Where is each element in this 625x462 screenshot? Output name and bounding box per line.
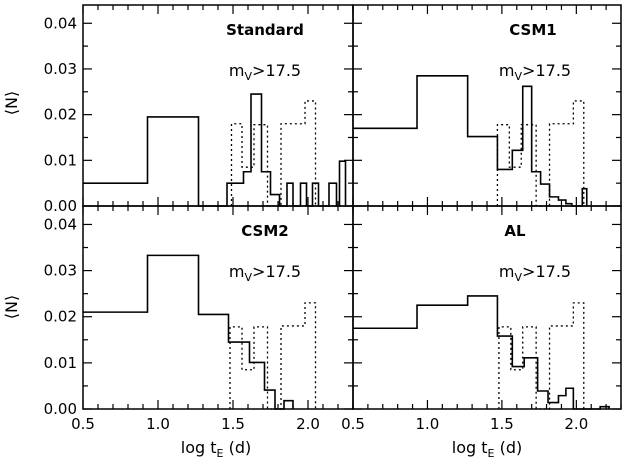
ylabel-top: ⟨N⟩ [2, 91, 21, 115]
y-tick-label: 0.00 [44, 400, 77, 418]
y-tick-label: 0.02 [44, 106, 77, 124]
x-tick-label: 1.5 [221, 415, 245, 433]
x-tick-label: 1.0 [416, 415, 440, 433]
panels-group: 0.00 0.01 0.02 0.03 0.04 Standard mV>17.5 CSM1 m… [44, 4, 622, 433]
panel-frame [82, 4, 354, 207]
solid-histogram [353, 75, 588, 207]
y-tick-label: 0.01 [44, 354, 77, 372]
y-tick-label: 0.04 [44, 14, 77, 32]
panel-frame [352, 205, 622, 410]
dotted-histogram [496, 100, 585, 207]
panel-csm1: CSM1 mV>17.5 [352, 4, 622, 207]
y-tick-label: 0.02 [44, 308, 77, 326]
solid-histogram [353, 295, 610, 410]
panel-condition: mV>17.5 [229, 61, 301, 83]
x-tick-label: 2.0 [296, 415, 320, 433]
xlabel-left: log tE (d) [181, 438, 251, 460]
xlabel-right: log tE (d) [452, 438, 522, 460]
y-tick-label: 0.01 [44, 151, 77, 169]
panel-frame [82, 205, 354, 410]
y-tick-label: 0.00 [44, 197, 77, 215]
x-tick-label: 2.0 [564, 415, 588, 433]
panel-frame [352, 4, 622, 207]
panel-condition: mV>17.5 [499, 262, 571, 284]
panel-al: 0.5 1.0 1.5 2.0 AL mV>17.5 [341, 205, 622, 433]
x-tick-label: 0.5 [71, 415, 95, 433]
ylabel-bottom: ⟨N⟩ [2, 295, 21, 319]
solid-histogram [83, 254, 294, 410]
y-tick-label: 0.03 [44, 60, 77, 78]
panel-title: CSM2 [241, 222, 288, 240]
panel-condition: mV>17.5 [499, 61, 571, 83]
solid-histogram [83, 93, 347, 207]
panel-title: Standard [226, 21, 304, 39]
dotted-histogram [230, 100, 317, 207]
panel-title: AL [504, 222, 526, 240]
x-tick-label: 0.5 [341, 415, 365, 433]
x-tick-label: 1.0 [146, 415, 170, 433]
panel-condition: mV>17.5 [229, 262, 301, 284]
x-tick-label: 1.5 [490, 415, 514, 433]
panel-standard: 0.00 0.01 0.02 0.03 0.04 Standard mV>17.5 [44, 4, 354, 215]
axis-labels-group: ⟨N⟩ ⟨N⟩ log tE (d) log tE (d) [2, 91, 522, 460]
y-tick-label: 0.03 [44, 262, 77, 280]
panel-csm2: 0.00 0.01 0.02 0.03 0.04 0.5 1.0 1.5 2.0 CSM2 mV>1… [44, 205, 354, 433]
panel-title: CSM1 [509, 21, 556, 39]
dotted-histogram [498, 302, 585, 410]
y-tick-label: 0.04 [44, 215, 77, 233]
dotted-histogram [229, 302, 317, 410]
